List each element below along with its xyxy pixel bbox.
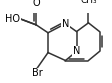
Text: Br: Br: [32, 68, 42, 78]
Text: CH₃: CH₃: [80, 0, 97, 5]
Text: HO: HO: [5, 14, 20, 24]
Text: O: O: [32, 0, 40, 8]
Text: N: N: [62, 19, 69, 29]
Text: N: N: [73, 46, 80, 56]
